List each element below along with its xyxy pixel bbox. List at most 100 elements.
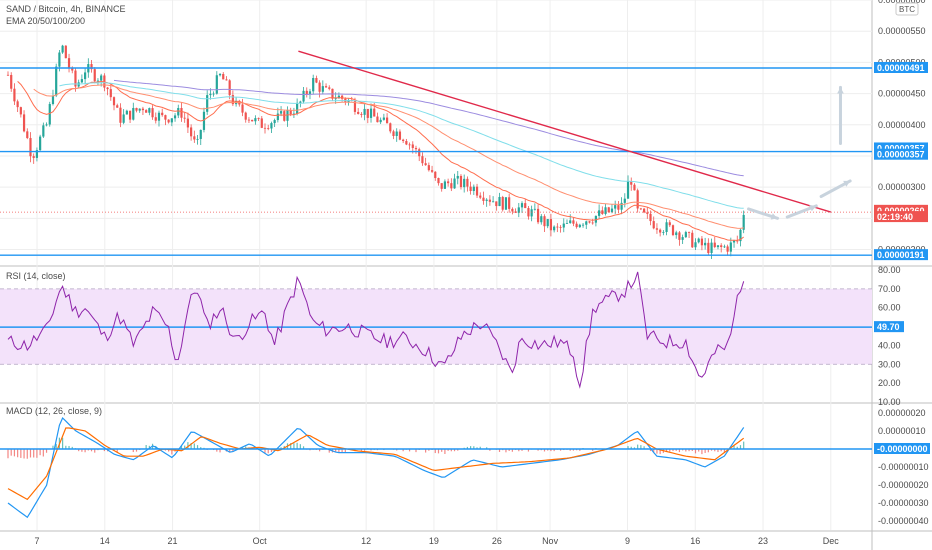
candle-body [678,232,681,240]
descending-trendline[interactable] [298,50,832,213]
candle-body [443,181,447,189]
candle-body [697,238,700,243]
candle-body [276,113,279,121]
candle-body [145,110,148,113]
projection-arrowhead [809,204,817,212]
candle-body [450,183,453,189]
price-panel[interactable] [0,44,872,260]
price-tag[interactable] [874,142,928,154]
candle-body [283,111,286,121]
macd-panel[interactable] [0,416,872,519]
candle-body [736,240,739,242]
candle-body [257,118,260,119]
candle-body [209,93,212,96]
price-tag-label: 0.00000491 [877,63,925,73]
macd-signal-line [7,427,745,501]
rsi-title[interactable]: RSI (14, close) [6,271,66,281]
candle-body [742,214,745,230]
macd-zero-tag[interactable] [874,443,930,454]
candle-body [395,131,398,136]
candle-body [479,195,482,198]
price-tag[interactable] [874,204,928,216]
candle-body [598,210,601,216]
candle-body [251,119,254,122]
candle-body [581,224,585,226]
rsi-level-label: 49.70 [877,322,900,332]
candle-body [687,232,691,233]
candle-body [157,112,161,121]
candle-body [254,118,257,122]
ema-line [33,84,744,229]
time-tick-label: 16 [690,536,700,546]
macd-title[interactable]: MACD (12, 26, close, 9) [6,406,102,416]
candle-body [447,181,450,184]
candle-body [312,77,315,92]
candle-body [411,144,414,148]
candle-body [263,127,267,129]
candle-body [536,208,540,223]
time-tick-label: 26 [492,536,502,546]
candle-body [488,199,491,202]
candle-body [418,149,421,157]
candle-body [196,138,199,140]
candle-body [39,136,42,151]
price-tag[interactable] [874,61,928,73]
candle-body [363,108,366,115]
currency-button[interactable]: BTC [895,2,919,16]
price-tag-label: 0.00000357 [877,150,925,160]
time-tick-label: 12 [361,536,371,546]
candle-body [575,223,578,228]
price-tag-label: 02:19:40 [877,212,913,222]
time-tick-label: 7 [35,536,40,546]
price-axis[interactable]: 0.000006000.000005500.000005000.00000450… [874,0,930,526]
candle-body [71,68,74,71]
symbol-label[interactable]: SAND / Bitcoin, 4h, BINANCE [6,4,126,14]
candle-body [562,223,565,228]
candle-body [64,45,67,59]
time-axis[interactable]: 7 14 21 Oct 12 19 26 Nov 9 16 23 Dec [35,536,840,546]
candle-body [588,221,591,223]
candle-body [96,80,100,82]
candle-body [630,181,633,185]
price-tag[interactable] [874,211,928,223]
candle-body [530,209,533,217]
candle-body [167,119,170,123]
candle-body [334,98,337,100]
candle-body [161,112,164,116]
rsi-level-tag[interactable] [874,321,904,333]
price-tag[interactable] [874,148,928,160]
candle-body [466,178,469,187]
candle-body [694,242,697,248]
candle-body [421,156,424,164]
price-tag[interactable] [874,249,928,261]
candle-body [636,190,639,209]
ema-legend[interactable]: EMA 20/50/100/200 [6,16,85,26]
candle-body [241,104,244,113]
candle-body [723,246,726,248]
candle-body [135,107,138,111]
candle-body [6,74,10,76]
rsi-panel[interactable] [0,271,872,389]
candle-body [116,105,119,108]
candle-body [546,219,549,227]
candle-body [341,95,344,99]
candle-body [45,124,48,126]
candle-body [10,74,13,89]
candle-body [732,240,736,243]
candle-body [485,199,488,201]
candle-body [553,226,556,231]
candle-body [434,171,437,179]
rsi-tick-label: 70.00 [878,284,901,294]
candle-body [228,80,231,96]
candle-body [572,220,575,224]
candle-body [324,86,328,88]
candle-body [48,104,51,125]
candle-body [601,210,604,214]
candle-body [707,242,710,254]
price-tag-label: 0.00000357 [877,143,925,153]
macd-tick-label: -0.00000010 [878,462,929,472]
time-tick-label: Nov [542,536,559,546]
candle-body [642,208,646,213]
